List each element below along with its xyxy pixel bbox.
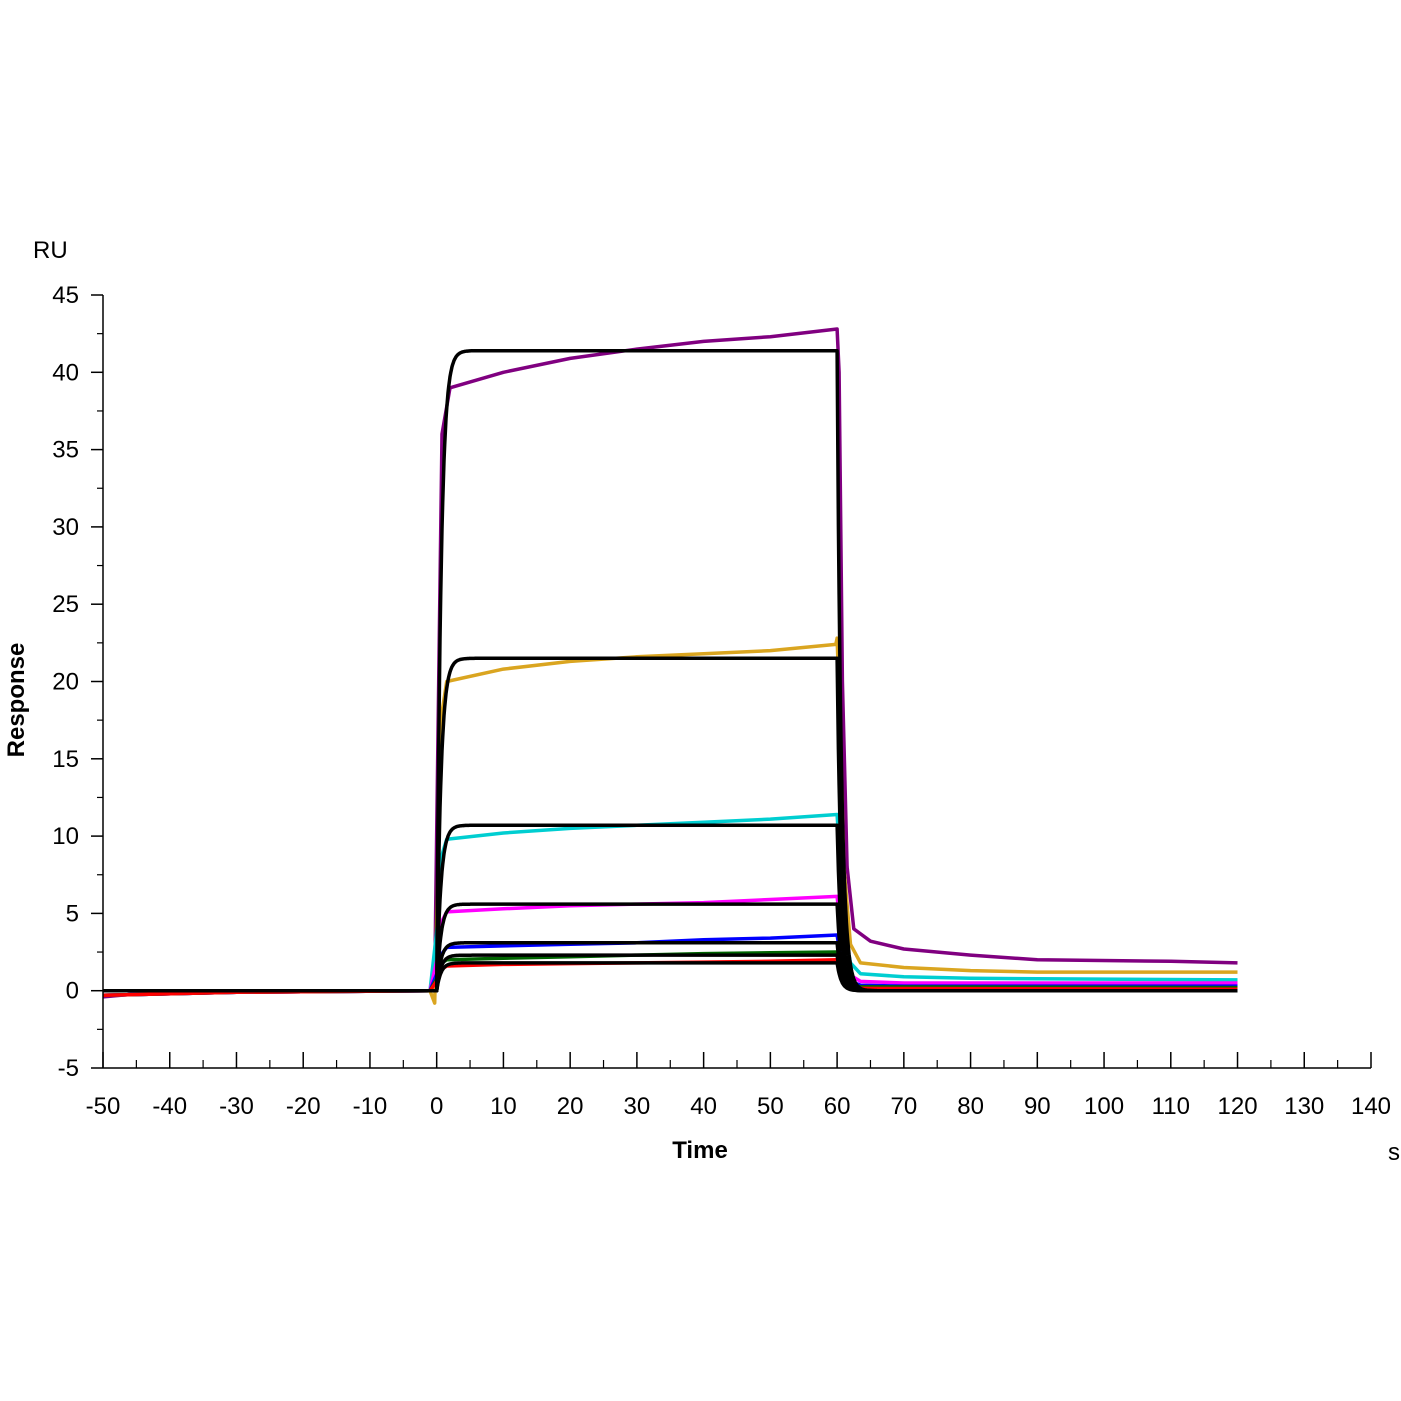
x-tick-label: 20 (557, 1093, 584, 1120)
x-tick-label: -30 (219, 1093, 254, 1120)
x-tick-label: 10 (490, 1093, 517, 1120)
x-tick-label: -40 (152, 1093, 187, 1120)
x-tick-label: 130 (1284, 1093, 1324, 1120)
fit-line-1 (103, 348, 1238, 993)
x-tick-label: 30 (624, 1093, 651, 1120)
x-tick-label: 90 (1024, 1093, 1051, 1120)
x-unit-label: s (1388, 1139, 1400, 1166)
y-tick-label: 10 (52, 823, 79, 850)
x-tick-label: 110 (1152, 1093, 1190, 1120)
x-tick-label: 80 (957, 1093, 984, 1120)
y-tick-label: 35 (52, 437, 79, 464)
x-tick-label: 100 (1084, 1093, 1124, 1120)
fit-line-3 (103, 823, 1238, 993)
y-tick-label: 20 (52, 669, 79, 696)
series-layer (102, 327, 1238, 1005)
axis-ticks: -50 -40 -30 -20 -10 0 10 20 30 40 50 60 70 80 90 100 110… (52, 282, 1391, 1120)
y-tick-label: 40 (52, 359, 79, 386)
x-tick-label: 40 (690, 1093, 717, 1120)
y-tick-label: 15 (52, 746, 79, 773)
x-tick-label: 60 (824, 1093, 851, 1120)
y-tick-label: 30 (52, 514, 79, 541)
x-tick-label: 120 (1218, 1093, 1258, 1120)
y-tick-label: 0 (66, 978, 79, 1005)
y-tick-label: 25 (52, 591, 79, 618)
x-tick-label: 50 (757, 1093, 784, 1120)
x-tick-label: -10 (353, 1093, 388, 1120)
x-tick-label: 70 (890, 1093, 917, 1120)
y-tick-label: 5 (66, 900, 79, 927)
x-tick-label: 0 (430, 1093, 443, 1120)
x-tick-label: 140 (1351, 1093, 1391, 1120)
x-tick-label: -50 (86, 1093, 121, 1120)
y-axis-title: Response (3, 643, 30, 758)
series-line-orange (102, 636, 1238, 1005)
y-tick-label: 45 (52, 282, 79, 309)
y-unit-label: RU (33, 237, 68, 264)
series-line-purple (102, 327, 1238, 999)
x-tick-label: -20 (286, 1093, 321, 1120)
fit-line-7 (103, 961, 1238, 993)
y-tick-label: -5 (58, 1055, 79, 1082)
x-axis-title: Time (672, 1137, 728, 1164)
fit-layer (103, 348, 1238, 993)
